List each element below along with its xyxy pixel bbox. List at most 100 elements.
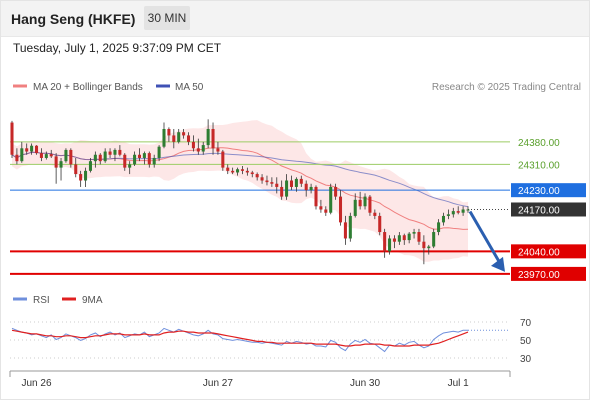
level-tag-bg xyxy=(511,244,586,259)
candle-body xyxy=(172,135,176,142)
candle-body xyxy=(123,154,127,168)
candle-body xyxy=(98,154,102,162)
candle-body xyxy=(461,209,465,213)
candle-body xyxy=(39,153,43,158)
candle-body xyxy=(250,172,254,175)
rsi-tick-label: 50 xyxy=(520,336,532,347)
candle-body xyxy=(368,196,372,213)
candle-body xyxy=(103,151,107,162)
credit-text: Research © 2025 Trading Central xyxy=(432,82,581,93)
level-label: 24230.00 xyxy=(518,186,560,197)
candle-body xyxy=(255,174,259,178)
candle-body xyxy=(206,128,210,146)
candle-body xyxy=(407,233,411,241)
candle-body xyxy=(275,183,279,187)
price-levels xyxy=(10,141,510,275)
interval-selector[interactable]: 30 MIN xyxy=(144,6,190,30)
ma50-legend-label: MA 50 xyxy=(175,82,204,93)
level-label: 24170.00 xyxy=(518,205,560,216)
candle-body xyxy=(289,180,294,187)
candle-body xyxy=(245,170,249,173)
candle-body xyxy=(177,132,181,142)
candle-body xyxy=(216,148,220,152)
candle-body xyxy=(343,222,347,239)
candle-body xyxy=(451,211,455,215)
candle-body xyxy=(196,148,200,152)
x-axis-label: Jul 1 xyxy=(448,378,470,389)
candle-body xyxy=(270,182,274,184)
candle-body xyxy=(113,149,117,155)
candle-body xyxy=(79,174,83,181)
candle-body xyxy=(299,178,303,184)
rsi-line xyxy=(11,327,468,353)
candle-body xyxy=(427,246,431,249)
arrow-head xyxy=(491,256,505,272)
ma20-legend-label: MA 20 + Bollinger Bands xyxy=(33,82,143,93)
candle-body xyxy=(30,145,34,152)
level-label: 24380.00 xyxy=(518,138,560,149)
ma50-line xyxy=(11,151,469,208)
candle-body xyxy=(236,169,240,173)
candle-body xyxy=(309,186,313,191)
timestamp: Tuesday, July 1, 2025 9:37:09 PM CET xyxy=(13,41,222,55)
level-tag-bg xyxy=(511,266,586,281)
candle-body xyxy=(162,128,166,147)
instrument-title: Hang Seng (HKFE) xyxy=(11,11,136,27)
candle-body xyxy=(412,232,416,234)
candle-body xyxy=(324,209,328,213)
candle-body xyxy=(402,235,406,241)
candle-body xyxy=(44,154,48,158)
rsi-ma-line xyxy=(11,329,469,347)
candle-body xyxy=(10,122,14,155)
candle-body xyxy=(74,164,78,175)
candle-body xyxy=(285,180,289,197)
candle-body xyxy=(191,141,195,149)
candle-body xyxy=(93,154,97,162)
candle-body xyxy=(358,199,362,207)
candle-body xyxy=(49,154,53,157)
candle-body xyxy=(446,214,450,216)
rsi-tick-label: 30 xyxy=(520,354,532,365)
candle-body xyxy=(133,154,137,165)
candle-body xyxy=(88,161,92,171)
candle-body xyxy=(363,196,367,207)
candle-body xyxy=(432,232,436,247)
candle-body xyxy=(226,167,230,171)
candlesticks xyxy=(10,119,470,265)
candle-body xyxy=(167,128,171,136)
candle-body xyxy=(392,238,396,242)
candle-body xyxy=(20,148,24,162)
candle-body xyxy=(456,211,460,213)
candle-body xyxy=(152,157,156,165)
candle-body xyxy=(128,164,132,168)
candle-body xyxy=(466,209,470,211)
candle-body xyxy=(157,146,161,158)
candle-body xyxy=(378,215,382,233)
candle-body xyxy=(265,180,269,183)
candle-body xyxy=(221,151,225,168)
candle-body xyxy=(64,149,68,162)
candle-body xyxy=(388,238,392,252)
candle-body xyxy=(84,170,88,181)
candle-body xyxy=(69,149,73,165)
candle-body xyxy=(118,149,122,155)
candle-body xyxy=(182,132,186,136)
rsi-panel: 70 50 30 xyxy=(10,318,532,365)
candle-body xyxy=(15,154,19,162)
level-tag-bg xyxy=(511,202,586,217)
candle-body xyxy=(397,235,401,242)
candle-body xyxy=(441,215,446,223)
rsi-tick-label: 70 xyxy=(520,318,532,329)
candle-body xyxy=(137,154,142,158)
candle-body xyxy=(373,212,377,216)
candle-body xyxy=(186,135,191,142)
candle-body xyxy=(54,156,58,168)
candle-body xyxy=(25,148,29,152)
arrow-shaft xyxy=(468,210,503,266)
candle-body xyxy=(260,177,264,181)
candle-body xyxy=(201,145,205,152)
candle-body xyxy=(231,170,235,173)
level-labels: 24380.00 24310.00 24230.00 24170.00 24040.00… xyxy=(511,138,586,281)
level-label: 24310.00 xyxy=(518,160,560,171)
